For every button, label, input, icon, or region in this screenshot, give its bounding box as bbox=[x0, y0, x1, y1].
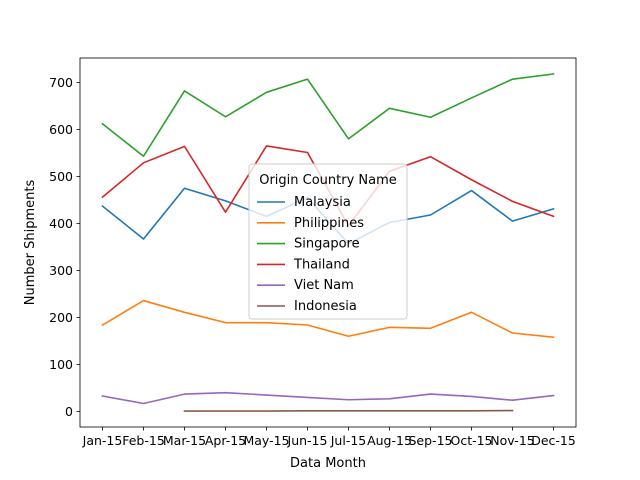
y-axis-label: Number Shipments bbox=[23, 180, 38, 306]
plot-frame-rect bbox=[79, 57, 577, 428]
legend-label-viet-nam: Viet Nam bbox=[294, 278, 354, 293]
y-axis-ticks: 0 100 200 300 400 500 600 700 bbox=[49, 75, 80, 419]
plot-frame bbox=[79, 57, 577, 428]
series-line-singapore bbox=[101, 73, 555, 158]
x-tick-label: Oct-15 bbox=[450, 433, 492, 448]
y-tick-label: 500 bbox=[49, 169, 73, 184]
legend: Origin Country Name Malaysia Philippines Si… bbox=[248, 163, 408, 320]
legend-label-philippines: Philippines bbox=[294, 216, 364, 231]
x-tick-label: Jan-15 bbox=[82, 433, 123, 448]
y-tick-label: 100 bbox=[49, 357, 73, 372]
y-tick-label: 700 bbox=[49, 75, 73, 90]
y-tick-label: 400 bbox=[49, 216, 73, 231]
x-tick-label: Mar-15 bbox=[163, 433, 206, 448]
y-tick-label: 0 bbox=[65, 404, 73, 419]
x-tick-label: Aug-15 bbox=[367, 433, 412, 448]
x-axis-label: Data Month bbox=[290, 456, 366, 471]
series-line-viet-nam bbox=[101, 391, 555, 405]
legend-label-indonesia: Indonesia bbox=[294, 299, 357, 314]
y-tick-label: 300 bbox=[49, 263, 73, 278]
x-tick-label: Dec-15 bbox=[531, 433, 576, 448]
x-tick-label: May-15 bbox=[243, 433, 289, 448]
x-tick-label: Jul-15 bbox=[330, 433, 367, 448]
x-tick-label: Apr-15 bbox=[205, 433, 246, 448]
legend-label-singapore: Singapore bbox=[294, 237, 360, 252]
legend-label-thailand: Thailand bbox=[293, 257, 350, 272]
y-tick-label: 600 bbox=[49, 122, 73, 137]
series-line-philippines bbox=[101, 299, 555, 339]
x-tick-label: Jun-15 bbox=[287, 433, 328, 448]
legend-box bbox=[248, 163, 408, 320]
x-tick-label: Sep-15 bbox=[409, 433, 453, 448]
x-tick-label: Feb-15 bbox=[122, 433, 165, 448]
legend-title: Origin Country Name bbox=[259, 173, 397, 188]
y-tick-label: 200 bbox=[49, 310, 73, 325]
x-tick-label: Nov-15 bbox=[490, 433, 534, 448]
legend-label-malaysia: Malaysia bbox=[294, 195, 351, 210]
